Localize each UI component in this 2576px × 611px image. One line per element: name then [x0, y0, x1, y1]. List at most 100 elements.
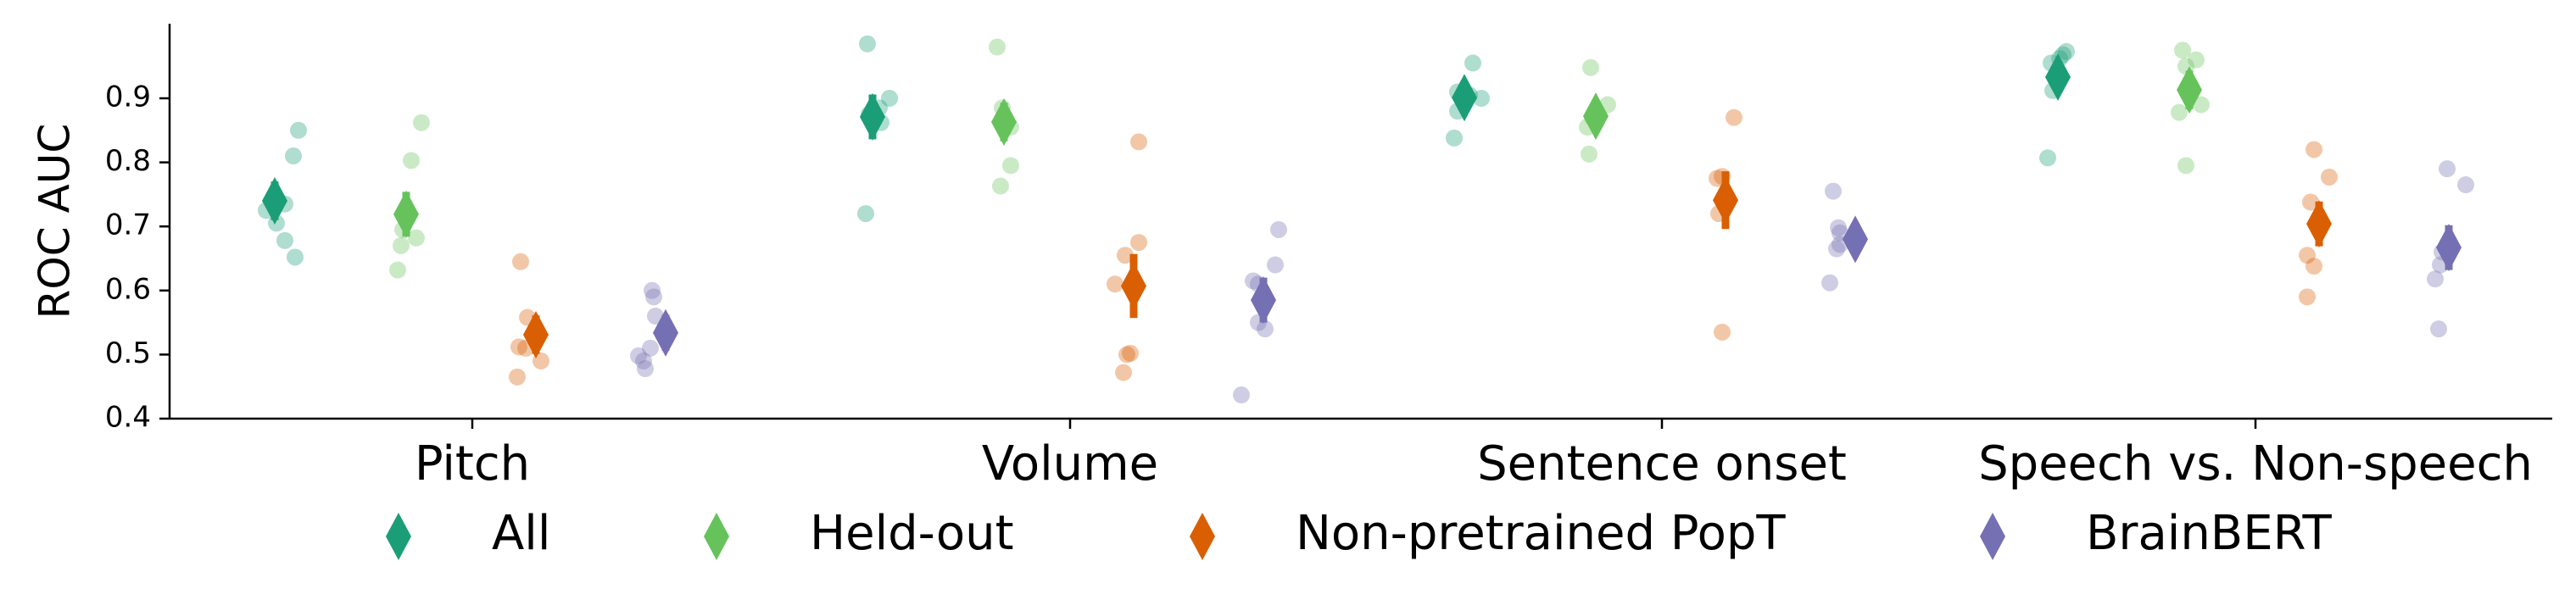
data-point	[1122, 344, 1139, 362]
mean-marker	[393, 190, 419, 238]
mean-marker	[1713, 176, 1738, 225]
data-point	[1830, 219, 1847, 236]
data-point	[1582, 58, 1599, 76]
legend-marker	[386, 513, 411, 560]
mean-marker	[2045, 53, 2071, 102]
data-point	[1726, 108, 1742, 126]
data-point	[1233, 386, 1250, 404]
mean-marker	[860, 92, 885, 141]
data-point	[1446, 129, 1463, 147]
data-point	[1714, 323, 1731, 341]
legend-marker	[1980, 513, 2005, 560]
legend-label: All	[492, 506, 550, 561]
data-point	[1828, 240, 1845, 258]
data-point	[2039, 149, 2056, 167]
x-tick-label: Speech vs. Non-speech	[1978, 436, 2533, 492]
data-point	[510, 338, 527, 356]
data-point	[276, 231, 293, 249]
x-ticks: Pitch Volume Sentence onset Speech vs. Non-…	[415, 419, 2533, 492]
x-tick-label: Volume	[982, 436, 1158, 492]
data-point	[2177, 157, 2194, 175]
means-layer	[262, 53, 2462, 358]
data-point	[2058, 42, 2075, 60]
data-point	[1267, 256, 1284, 274]
data-point	[2193, 96, 2210, 114]
data-point	[1270, 220, 1287, 238]
data-point	[509, 368, 526, 386]
data-point	[2299, 288, 2316, 306]
y-tick-label: 0.8	[105, 144, 151, 178]
y-tick-label: 0.7	[105, 208, 151, 242]
data-point	[630, 347, 647, 364]
data-point	[1117, 247, 1134, 264]
data-point	[2439, 160, 2456, 178]
data-point	[2171, 103, 2188, 121]
mean-marker	[2436, 224, 2462, 272]
legend-label: Non-pretrained PopT	[1296, 506, 1786, 561]
points-layer	[258, 35, 2474, 404]
data-point	[1245, 272, 1262, 290]
mean-marker	[523, 310, 549, 358]
data-point	[2306, 258, 2322, 275]
data-point	[512, 253, 529, 270]
legend: All Held-out Non-pretrained PopT BrainBERT	[386, 506, 2332, 561]
data-point	[1464, 54, 1481, 72]
data-point	[287, 248, 304, 266]
data-point	[1581, 145, 1597, 163]
data-point	[2430, 320, 2447, 338]
data-point	[1118, 346, 1135, 364]
data-point	[393, 236, 410, 254]
data-point	[290, 121, 307, 139]
data-point	[1473, 90, 1490, 107]
data-point	[413, 114, 430, 131]
data-point	[389, 261, 406, 279]
data-point	[2321, 168, 2338, 186]
mean-marker	[2177, 66, 2202, 114]
mean-marker	[2306, 200, 2332, 248]
y-ticks: 0.4 0.5 0.6 0.7 0.8 0.9	[105, 81, 170, 435]
mean-marker	[991, 97, 1017, 146]
mean-marker	[1251, 276, 1276, 325]
data-point	[2174, 42, 2191, 59]
mean-marker	[653, 308, 678, 357]
data-point	[642, 339, 659, 357]
mean-marker	[1583, 92, 1609, 141]
y-tick-label: 0.6	[105, 272, 151, 306]
mean-marker	[1121, 262, 1146, 310]
data-point	[403, 152, 420, 169]
data-point	[1130, 133, 1147, 151]
data-point	[989, 38, 1006, 56]
data-point	[2188, 51, 2205, 69]
data-point	[1709, 169, 1726, 187]
data-point	[857, 205, 874, 223]
x-tick-label: Sentence onset	[1477, 436, 1847, 492]
data-point	[645, 288, 662, 306]
legend-label: BrainBERT	[2086, 506, 2332, 561]
data-point	[2457, 176, 2474, 194]
mean-marker	[1452, 74, 1477, 122]
legend-marker	[1190, 513, 1215, 560]
legend-marker	[704, 513, 729, 560]
data-point	[2302, 193, 2319, 211]
data-point	[1821, 274, 1838, 292]
y-tick-label: 0.9	[105, 81, 151, 114]
data-point	[2427, 270, 2444, 288]
y-axis-label: ROC AUC	[31, 124, 80, 319]
y-tick-label: 0.4	[105, 401, 151, 435]
data-point	[1130, 234, 1147, 252]
data-point	[408, 229, 425, 247]
data-point	[1107, 275, 1124, 293]
x-tick-label: Pitch	[415, 436, 530, 492]
data-point	[637, 360, 654, 378]
mean-marker	[1843, 215, 1868, 264]
data-point	[1002, 157, 1019, 175]
data-point	[644, 281, 661, 299]
data-point	[635, 352, 652, 369]
data-point	[1257, 320, 1274, 338]
data-point	[1825, 182, 1842, 200]
data-point	[2306, 141, 2322, 158]
data-point	[1115, 364, 1132, 381]
data-point	[285, 147, 302, 165]
y-tick-label: 0.5	[105, 336, 151, 370]
